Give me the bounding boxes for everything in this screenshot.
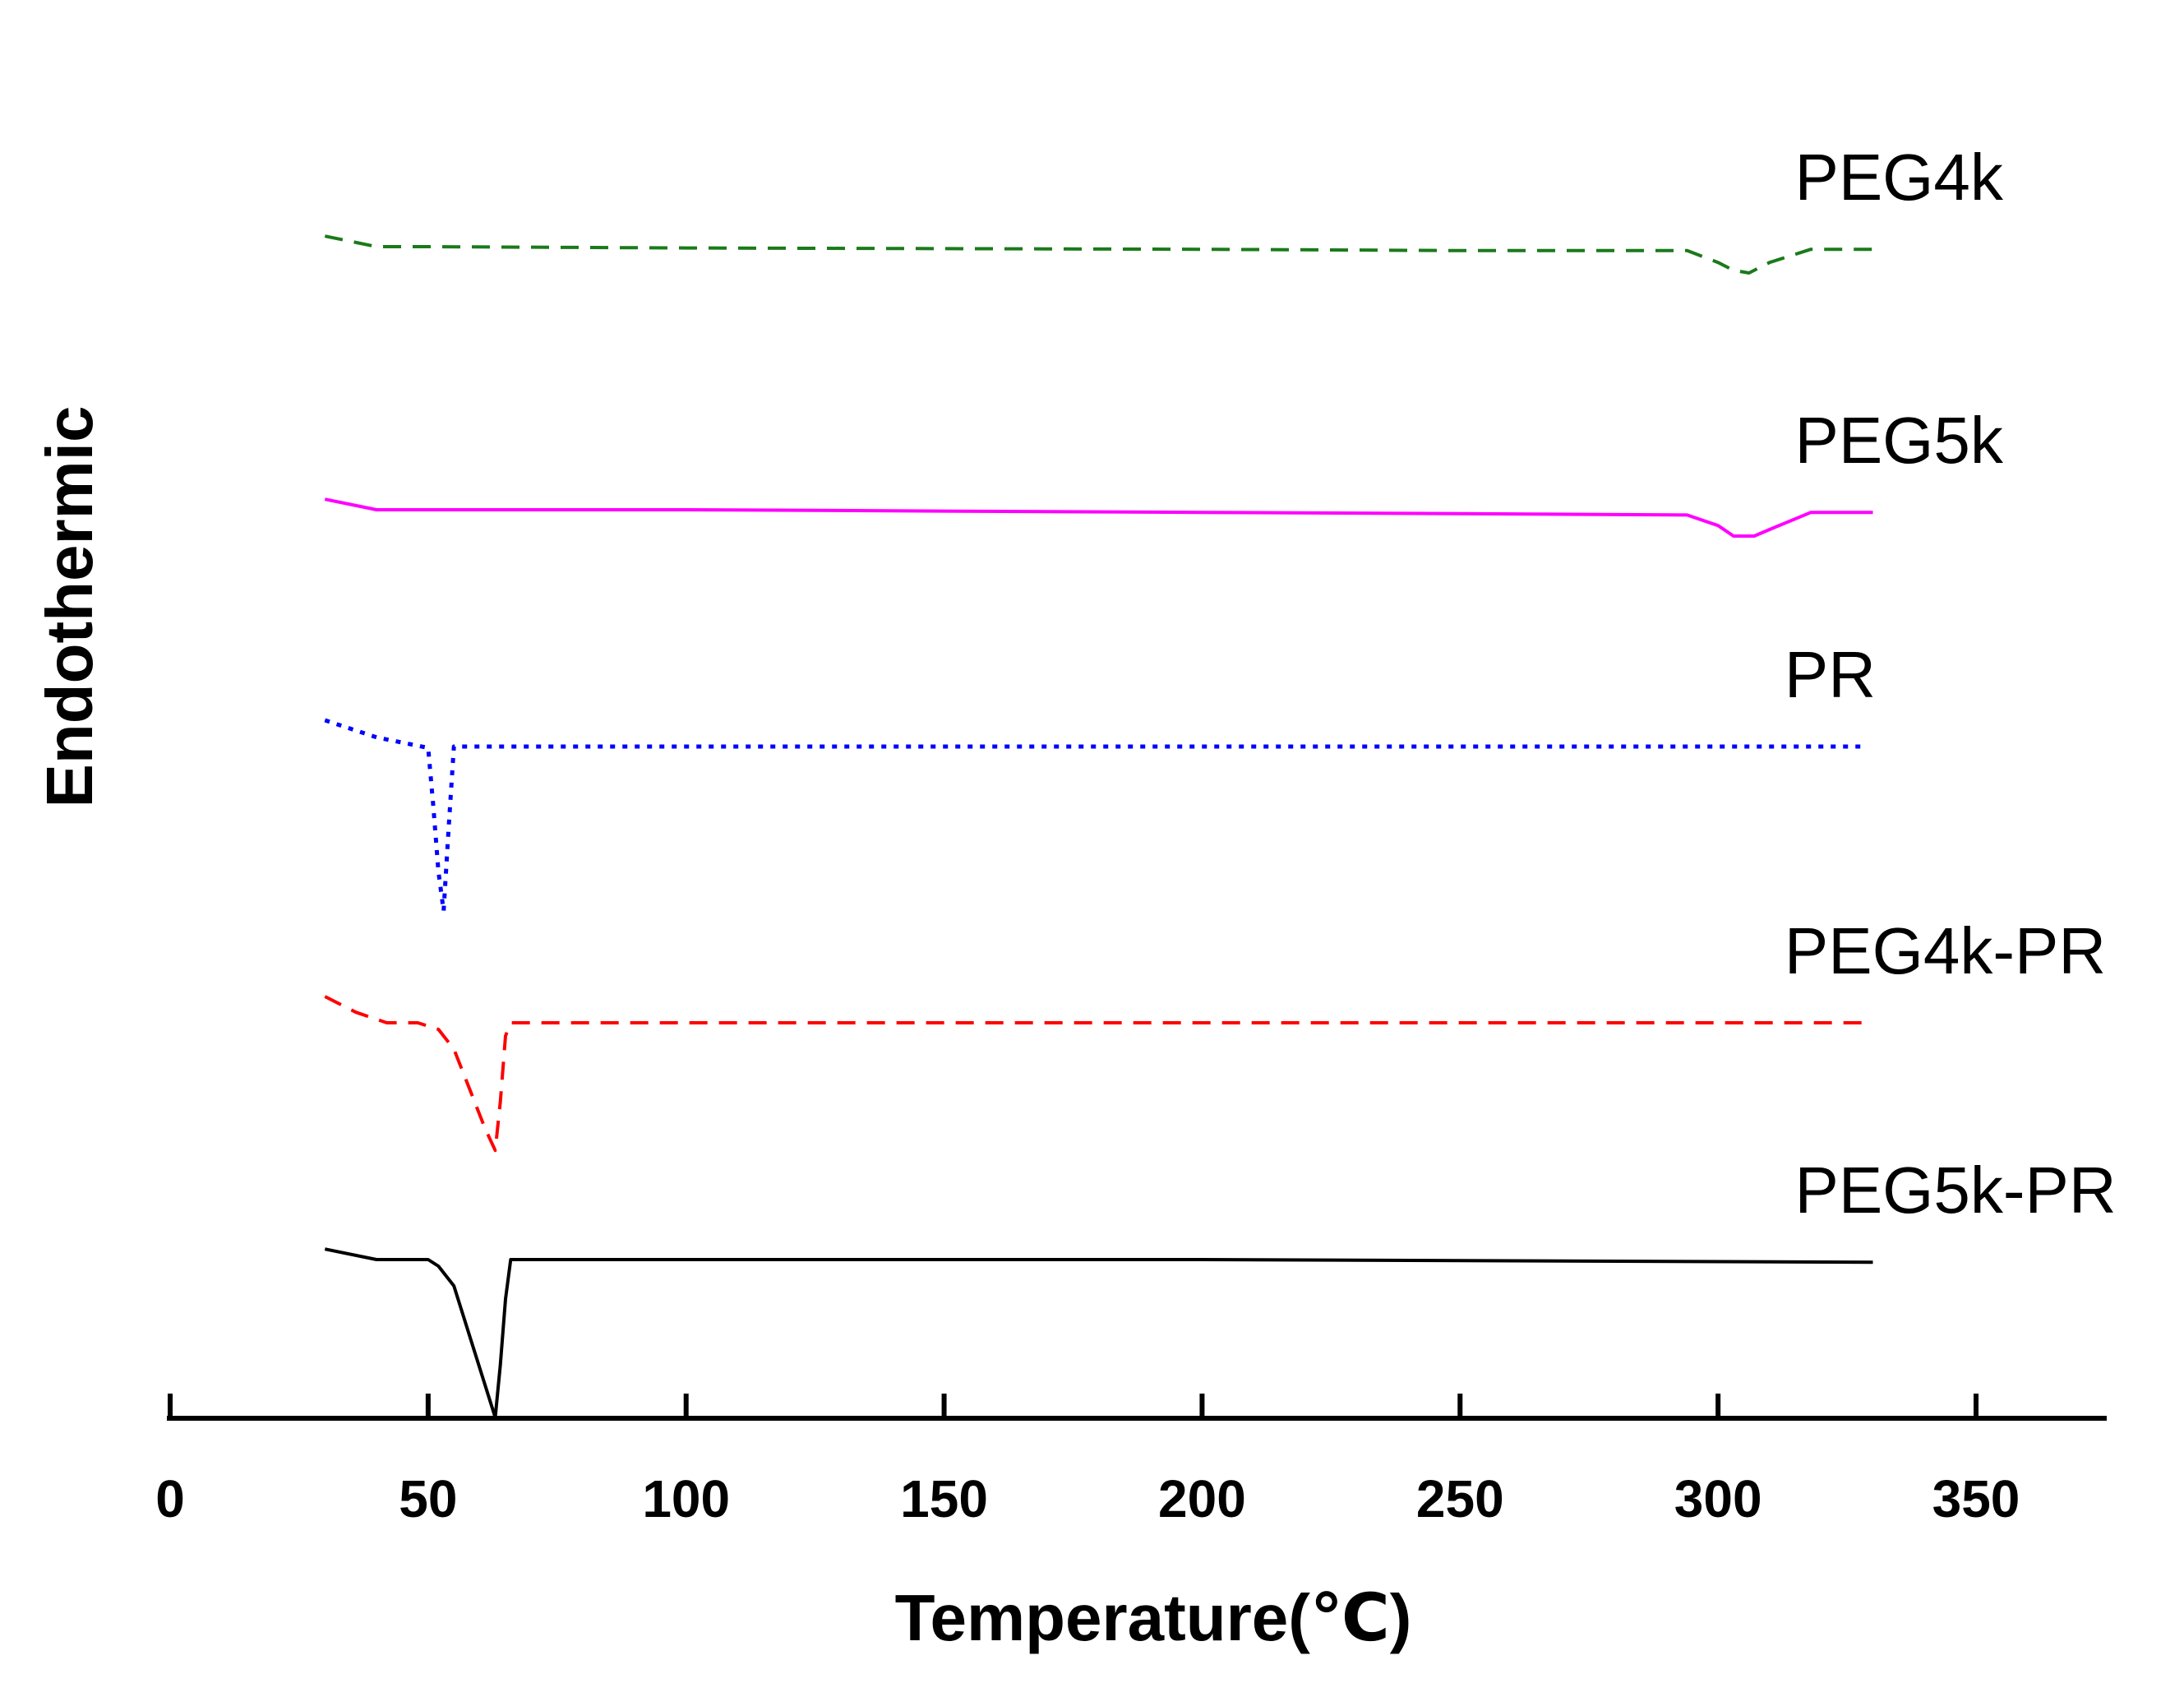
series-line-peg4k-pr <box>324 995 1863 1153</box>
series-label-peg5k-pr: PEG5k-PR <box>1794 1154 2116 1227</box>
x-tick-label: 50 <box>399 1469 457 1528</box>
x-tick-label: 100 <box>642 1469 730 1528</box>
x-tick-label: 250 <box>1416 1469 1504 1528</box>
x-tick-label: 150 <box>900 1469 988 1528</box>
series-label-peg4k-pr: PEG4k-PR <box>1785 914 2106 987</box>
series-line-pr <box>324 718 1863 913</box>
series-line-peg4k <box>324 234 1873 275</box>
x-tick-label: 0 <box>155 1469 185 1528</box>
series-labels: PEG4k PEG5k PR PEG4k-PR PEG5k-PR <box>1785 141 2117 1227</box>
x-tick-label: 350 <box>1932 1469 2020 1528</box>
series-label-peg4k: PEG4k <box>1794 141 2003 214</box>
x-axis-title: Temperature(℃) <box>895 1581 1412 1654</box>
y-axis-title: Endothermic <box>33 406 106 808</box>
x-axis-ticks: 0 50 100 150 200 250 300 350 <box>155 1394 2020 1528</box>
series-line-peg5k-pr <box>324 1247 1873 1419</box>
x-tick-label: 200 <box>1158 1469 1246 1528</box>
series-label-pr: PR <box>1785 638 1876 711</box>
x-tick-label: 300 <box>1674 1469 1762 1528</box>
series-line-peg5k <box>324 497 1873 538</box>
series-label-peg5k: PEG5k <box>1794 404 2003 477</box>
curves-layer <box>324 234 1873 1419</box>
